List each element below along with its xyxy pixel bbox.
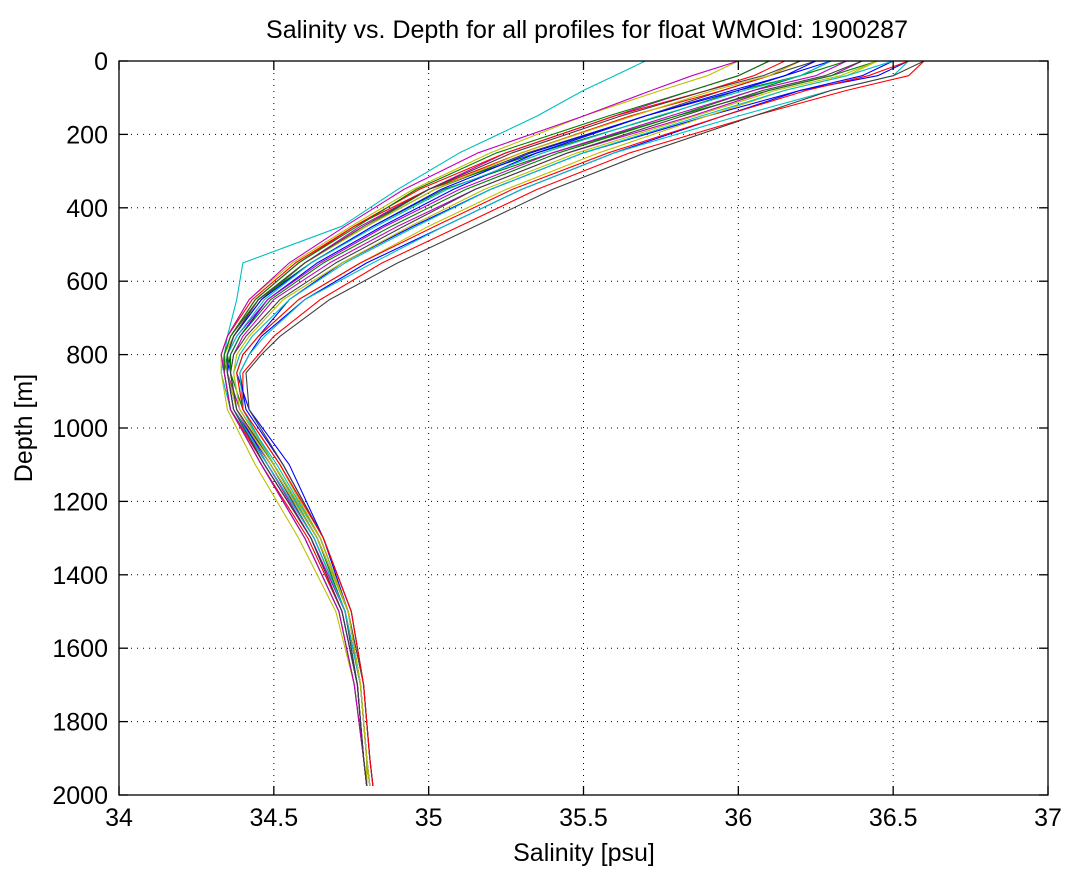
profile-line xyxy=(223,60,770,786)
x-tick-label: 35.5 xyxy=(559,804,608,832)
profile-line xyxy=(236,60,909,786)
y-tick-label: 1800 xyxy=(52,709,108,737)
grid xyxy=(119,61,1048,795)
y-tick-label: 800 xyxy=(66,342,108,370)
x-tick-label: 34 xyxy=(105,804,133,832)
profile-line xyxy=(226,60,817,786)
y-tick-label: 1600 xyxy=(52,635,108,663)
profile-line xyxy=(226,60,801,786)
profile-line xyxy=(223,60,786,786)
profile-line xyxy=(226,60,832,786)
profile-line xyxy=(245,60,925,786)
y-tick-label: 1400 xyxy=(52,562,108,590)
y-tick-label: 1200 xyxy=(52,488,108,516)
profile-line xyxy=(226,60,832,786)
profile-line xyxy=(229,60,863,786)
profile-line xyxy=(226,60,847,786)
y-tick-label: 0 xyxy=(94,48,108,76)
x-tick-labels: 34 34.5 35 35.5 36 36.5 37 xyxy=(105,804,1062,832)
plot-area xyxy=(220,60,925,786)
y-tick-label: 200 xyxy=(66,121,108,149)
x-tick-label: 34.5 xyxy=(249,804,298,832)
profile-line xyxy=(226,60,832,786)
x-tick-label: 35 xyxy=(415,804,443,832)
y-tick-label: 2000 xyxy=(52,782,108,810)
ticks xyxy=(118,60,1049,796)
chart-title: Salinity vs. Depth for all profiles for … xyxy=(266,16,908,44)
profile-line xyxy=(223,60,816,786)
profile-line xyxy=(223,60,801,786)
profile-line xyxy=(220,60,739,786)
y-tick-label: 400 xyxy=(66,195,108,223)
y-tick-label: 1000 xyxy=(52,415,108,443)
x-tick-label: 37 xyxy=(1034,804,1062,832)
profile-line xyxy=(229,60,878,786)
y-tick-label: 600 xyxy=(66,268,108,296)
y-tick-labels: 0 200 400 600 800 1000 1200 1400 1600 1800 2000 xyxy=(52,48,108,810)
profile-line xyxy=(220,60,646,786)
x-tick-label: 36 xyxy=(724,804,752,832)
profile-line xyxy=(229,60,863,786)
x-tick-label: 36.5 xyxy=(869,804,918,832)
profile-line xyxy=(236,60,878,786)
profile-line xyxy=(233,60,878,786)
y-axis-label: Depth [m] xyxy=(10,374,38,482)
profile-line xyxy=(239,60,909,786)
x-axis-label: Salinity [psu] xyxy=(513,839,655,867)
profile-line xyxy=(239,60,894,786)
